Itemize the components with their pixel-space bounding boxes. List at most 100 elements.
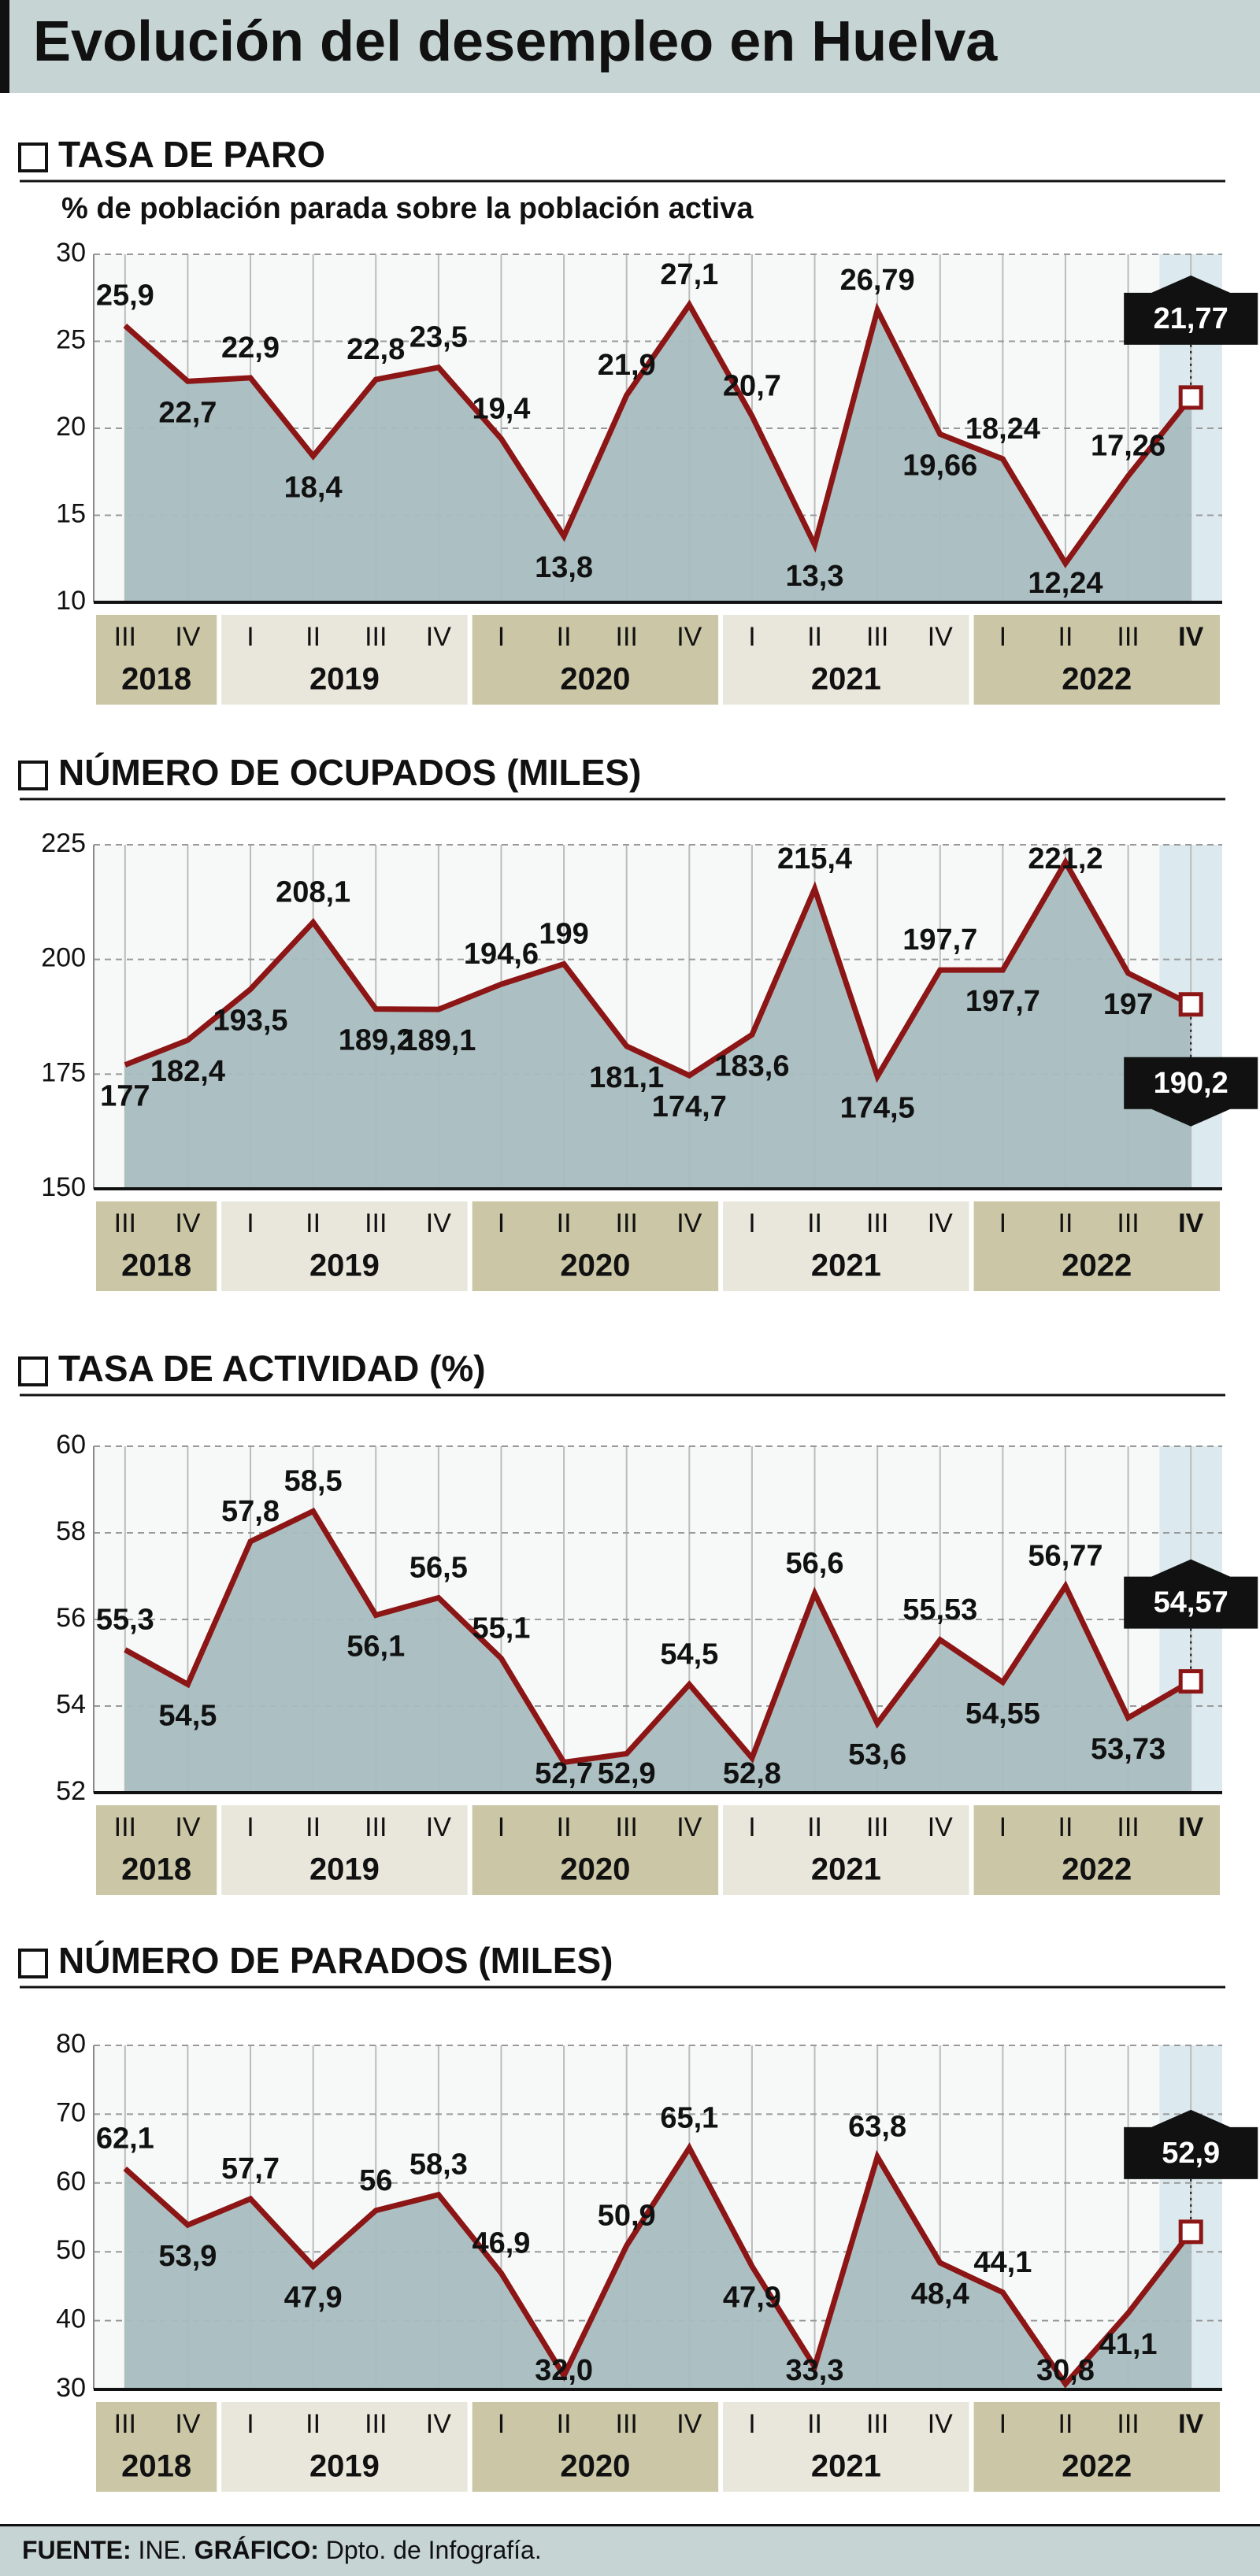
year-band [723,615,969,705]
x-tick-label: II [557,1208,572,1238]
year-label: 2020 [560,1852,630,1887]
x-tick-label: II [557,622,572,652]
x-tick-label: III [1117,1812,1139,1842]
footer-rule [0,2524,1260,2526]
x-tick-label: IV [175,622,200,652]
year-label: 2019 [309,2449,380,2484]
value-label: 17,26 [1091,430,1166,463]
value-label: 22,9 [221,331,280,365]
year-label: 2019 [309,662,380,697]
x-tick-label: IV [676,1812,702,1842]
year-label: 2021 [811,662,881,697]
value-label: 52,8 [723,1757,781,1790]
footer-bar [0,2526,1260,2576]
value-label: 58,5 [284,1465,343,1498]
year-band [472,2402,719,2492]
year-band [221,615,468,705]
value-badge [1124,275,1258,345]
value-label: 53,6 [848,1738,906,1771]
x-tick-label: III [616,2409,638,2439]
year-label: 2022 [1062,1852,1132,1887]
year-band [472,1805,719,1895]
y-tick-label: 200 [41,943,86,973]
year-label: 2018 [121,662,191,697]
x-tick-label: IV [426,1208,451,1238]
y-tick-label: 225 [41,828,86,858]
header-box [18,142,48,172]
x-tick-label: I [999,1208,1006,1238]
x-tick-label: III [114,622,136,652]
year-band [723,1201,969,1291]
chart-title: TASA DE ACTIVIDAD (%) [58,1348,486,1389]
year-label: 2022 [1062,1249,1132,1283]
y-tick-label: 80 [56,2029,86,2059]
chart-title: NÚMERO DE OCUPADOS (MILES) [58,752,641,793]
x-tick-label: III [866,2409,888,2439]
x-tick-label: I [748,1208,755,1238]
x-tick-label: II [1058,622,1073,652]
year-band [96,2402,217,2492]
year-label: 2020 [560,662,630,697]
footer-text: FUENTE: INE. GRÁFICO: Dpto. de Infografí… [22,2536,542,2564]
value-label: 221,2 [1028,842,1102,875]
x-tick-label: I [246,1812,254,1842]
last-point [1178,1669,1203,1694]
value-label: 56 [359,2164,392,2197]
year-label: 2018 [121,1249,191,1283]
x-tick-label: IV [928,2409,953,2439]
value-label: 13,8 [535,551,593,584]
value-label: 18,4 [284,471,343,504]
value-label: 27,1 [660,258,718,291]
y-tick-label: 56 [56,1603,86,1633]
value-label: 19,4 [472,392,530,425]
value-label: 50,9 [598,2199,656,2232]
x-tick-label: III [365,2409,387,2439]
value-label: 55,3 [96,1604,154,1637]
value-label: 57,7 [221,2152,280,2186]
year-band [96,1805,217,1895]
x-tick-label: III [616,1812,638,1842]
x-tick-label: III [114,2409,136,2439]
value-label: 22,7 [158,396,217,429]
x-tick-label: II [557,2409,572,2439]
value-label: 189,1 [401,1024,476,1057]
value-badge [1124,1057,1258,1127]
year-band [973,1805,1220,1895]
year-label: 2021 [811,1249,881,1283]
x-tick-label: II [807,622,822,652]
value-label: 30,8 [1036,2354,1095,2387]
x-tick-label: II [807,1208,822,1238]
y-tick-label: 25 [56,324,86,354]
x-tick-label: I [498,622,505,652]
year-band [723,2402,969,2492]
credit-label: GRÁFICO: [195,2536,319,2564]
last-point [1178,385,1203,410]
header-box [18,761,48,790]
value-label: 193,5 [213,1005,287,1038]
x-tick-label: I [999,1812,1006,1842]
value-label: 58,3 [410,2149,468,2182]
value-label: 26,79 [840,264,915,297]
value-label: 13,3 [786,560,844,593]
y-tick-label: 15 [56,498,86,528]
x-tick-label: IV [1178,622,1203,652]
x-tick-label: I [246,2409,254,2439]
year-band [472,1201,719,1291]
year-band [221,1201,468,1291]
value-label: 52,7 [535,1757,593,1790]
value-label: 48,4 [911,2278,969,2311]
x-tick-label: III [616,622,638,652]
value-label: 197,7 [965,985,1040,1018]
y-tick-label: 50 [56,2235,86,2265]
x-tick-label: IV [928,1208,953,1238]
credit: Dpto. de Infografía. [326,2536,542,2564]
last-point [1178,2219,1203,2245]
value-label: 47,9 [284,2282,343,2315]
value-label: 183,6 [714,1049,789,1083]
value-label: 22,8 [346,333,405,366]
x-tick-label: II [306,622,321,652]
x-tick-label: III [866,1812,888,1842]
year-label: 2020 [560,2449,630,2484]
x-tick-label: I [498,1208,505,1238]
value-label: 41,1 [1099,2328,1158,2361]
